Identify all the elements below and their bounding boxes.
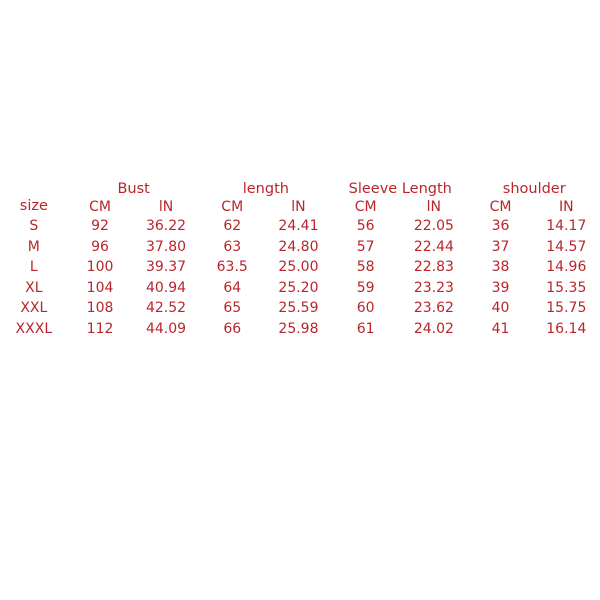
table-cell: 92 — [91, 218, 109, 235]
table-cell: 37 — [491, 238, 510, 255]
table-cell: 66 — [223, 320, 242, 337]
unit-header: lN — [158, 198, 174, 215]
unit-header: CM — [221, 198, 244, 215]
table-cell: 44.09 — [145, 320, 187, 337]
table-row: S 92 36.22 62 24.41 56 22.05 36 14.17 — [0, 216, 600, 237]
table-cell: 56 — [356, 218, 375, 235]
length-group-header: length — [242, 181, 289, 197]
table-cell: 22.05 — [413, 218, 454, 235]
table-cell: 15.35 — [546, 279, 587, 296]
table-cell: 41 — [491, 320, 510, 337]
table-cell: 40.94 — [145, 279, 187, 296]
unit-header: CM — [89, 198, 111, 215]
table-row: XL 104 40.94 64 25.20 59 23.23 39 15.35 — [0, 278, 600, 299]
table-cell: 25.59 — [278, 300, 319, 317]
size-cell: M — [27, 238, 40, 255]
table-cell: 40 — [491, 300, 510, 317]
table-cell: 15.75 — [546, 300, 587, 317]
table-cell: 96 — [91, 238, 109, 255]
table-cell: 24.02 — [413, 320, 454, 337]
unit-header: IN — [559, 198, 574, 215]
table-cell: 63.5 — [216, 259, 248, 276]
table-cell: 37.80 — [145, 238, 187, 255]
table-cell: 38 — [491, 259, 510, 276]
table-cell: 14.96 — [546, 259, 587, 276]
table-cell: 22.44 — [413, 238, 454, 255]
table-cell: 23.23 — [413, 279, 454, 296]
table-cell: 112 — [86, 320, 114, 337]
table-cell: 104 — [86, 279, 114, 296]
table-cell: 16.14 — [546, 320, 587, 337]
table-row: M 96 37.80 63 24.80 57 22.44 37 14.57 — [0, 237, 600, 258]
unit-header: CM — [489, 198, 512, 215]
table-cell: 59 — [356, 279, 375, 296]
table-cell: 22.83 — [413, 259, 454, 276]
table-cell: 36.22 — [145, 218, 187, 235]
size-cell: S — [29, 218, 39, 235]
table-cell: 61 — [356, 320, 375, 337]
table-cell: 14.57 — [546, 238, 587, 255]
table-cell: 25.00 — [278, 259, 319, 276]
unit-header: CM — [354, 198, 377, 215]
unit-header: lN — [291, 198, 306, 215]
table-cell: 100 — [86, 259, 114, 276]
table-cell: 23.62 — [413, 300, 454, 317]
table-cell: 24.41 — [278, 218, 319, 235]
table-cell: 36 — [491, 218, 510, 235]
sleeve-length-group-header: Sleeve Length — [348, 181, 452, 197]
table-cell: 60 — [356, 300, 375, 317]
table-row: L 100 39.37 63.5 25.00 58 22.83 38 14.96 — [0, 257, 600, 278]
bust-group-header: Bust — [117, 181, 150, 197]
size-cell: XXL — [20, 300, 48, 317]
unit-header: lN — [426, 198, 442, 215]
table-cell: 42.52 — [145, 300, 187, 317]
size-cell: L — [29, 259, 38, 276]
table-cell: 24.80 — [278, 238, 319, 255]
table-row: XXL 108 42.52 65 25.59 60 23.62 40 15.75 — [0, 298, 600, 319]
table-cell: 63 — [223, 238, 242, 255]
shoulder-group-header: shoulder — [502, 181, 566, 197]
group-header-row: size Bust length Sleeve Length shoulder — [0, 172, 600, 214]
size-column-header: size — [19, 198, 48, 214]
table-cell: 65 — [223, 300, 242, 317]
table-cell: 62 — [223, 218, 242, 235]
size-cell: XXXL — [15, 320, 53, 337]
unit-header-row: CM lN CM lN CM lN CM IN — [0, 197, 600, 216]
table-cell: 25.20 — [278, 279, 319, 296]
table-cell: 39.37 — [145, 259, 187, 276]
size-chart-table: size Bust length Sleeve Length shoulder … — [0, 172, 600, 339]
table-cell: 58 — [356, 259, 375, 276]
table-cell: 14.17 — [546, 218, 587, 235]
table-row: XXXL 112 44.09 66 25.98 61 24.02 41 16.1… — [0, 319, 600, 340]
table-cell: 25.98 — [278, 320, 319, 337]
table-cell: 39 — [491, 279, 510, 296]
table-cell: 64 — [223, 279, 242, 296]
table-cell: 108 — [86, 300, 114, 317]
size-cell: XL — [25, 279, 43, 296]
table-cell: 57 — [356, 238, 375, 255]
